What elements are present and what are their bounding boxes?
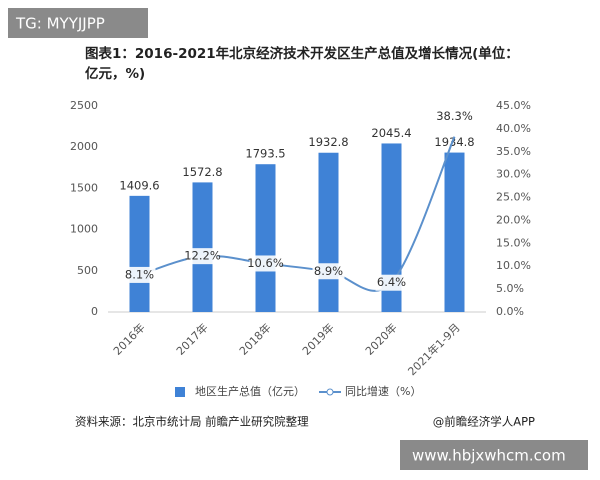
data-label: 12.2%: [184, 249, 221, 263]
credit: @前瞻经济学人APP: [433, 415, 535, 429]
data-label: 2045.4: [371, 126, 411, 140]
data-label: 10.6%: [247, 256, 284, 270]
y-tick-label: 0: [91, 305, 98, 318]
bar: [129, 195, 150, 312]
x-tick-label: 2019年: [299, 320, 336, 357]
watermark: TG: MYYJJPP: [15, 15, 105, 33]
y2-tick-label: 30.0%: [496, 168, 531, 181]
y2-tick-label: 25.0%: [496, 191, 531, 204]
label-bg: [375, 274, 408, 291]
data-label: 1793.5: [245, 147, 285, 161]
data-label: 1934.8: [434, 135, 474, 149]
data-label: 8.9%: [314, 264, 343, 278]
bar: [444, 152, 465, 312]
label-bg: [249, 255, 282, 272]
y-tick-label: 1500: [70, 181, 98, 194]
data-label: 1572.8: [182, 165, 222, 179]
y-tick-label: 1000: [70, 223, 98, 236]
y2-tick-label: 5.0%: [496, 282, 524, 295]
y2-tick-label: 15.0%: [496, 236, 531, 249]
label-bg: [186, 248, 219, 265]
y-tick-label: 2500: [70, 99, 98, 112]
legend-swatch: [175, 387, 185, 397]
y2-tick-label: 35.0%: [496, 145, 531, 158]
y2-tick-label: 40.0%: [496, 122, 531, 135]
watermark: www.hbjxwhcm.com: [412, 447, 566, 465]
data-label: 38.3%: [436, 109, 473, 123]
source: 资料来源：北京市统计局 前瞻产业研究院整理: [75, 415, 309, 429]
data-label: 8.1%: [125, 267, 154, 281]
y2-tick-label: 20.0%: [496, 213, 531, 226]
chart-title: 图表1：2016-2021年北京经济技术开发区生产总值及增长情况(单位：亿元，%…: [85, 46, 519, 82]
y-tick-label: 500: [77, 264, 98, 277]
x-tick-label: 2021年1-9月: [405, 320, 463, 378]
watermark-box: [8, 8, 148, 38]
x-tick-label: 2020年: [362, 320, 399, 357]
y2-tick-label: 45.0%: [496, 99, 531, 112]
bar: [192, 182, 213, 312]
y2-tick-label: 10.0%: [496, 259, 531, 272]
line: [139, 136, 456, 292]
x-tick-label: 2016年: [110, 320, 147, 357]
data-label: 1932.8: [308, 135, 348, 149]
y-tick-label: 2000: [70, 140, 98, 153]
legend-label: 地区生产总值（亿元）: [195, 384, 305, 398]
bar: [318, 152, 339, 312]
legend-swatch: [326, 388, 334, 396]
x-tick-label: 2017年: [173, 320, 210, 357]
bar: [381, 143, 402, 312]
x-tick-label: 2018年: [236, 320, 273, 357]
legend-label: 同比增速（%）: [345, 384, 421, 398]
data-label: 1409.6: [119, 178, 159, 192]
bar: [255, 164, 276, 312]
label-bg: [438, 108, 471, 125]
label-bg: [312, 263, 345, 280]
data-label: 6.4%: [377, 275, 406, 289]
label-bg: [123, 266, 156, 283]
y2-tick-label: 0.0%: [496, 305, 524, 318]
watermark-box: [400, 440, 588, 470]
